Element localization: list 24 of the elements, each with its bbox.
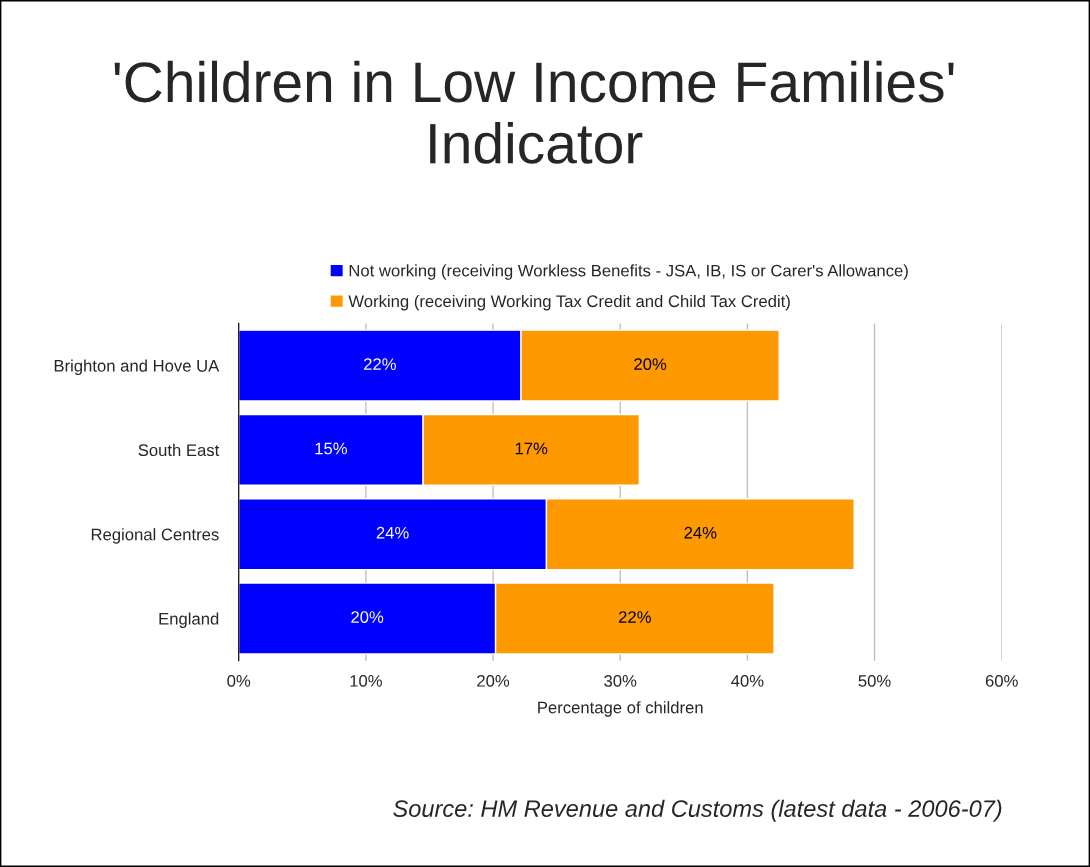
x-tick-label: 60% — [985, 674, 1018, 687]
data-label: 17% — [515, 442, 548, 455]
x-axis-title: Percentage of children — [538, 701, 703, 717]
data-label: 24% — [376, 526, 409, 539]
x-tick-label: 0% — [227, 674, 251, 687]
x-tick-label: 30% — [604, 674, 637, 687]
data-label: 22% — [618, 611, 651, 623]
data-label: 24% — [684, 526, 717, 539]
chart-title: 'Children in Low Income Families' Indicator — [114, 60, 954, 164]
x-tick-label: 20% — [477, 674, 510, 687]
y-tick-label: South East — [138, 443, 220, 457]
y-tick-label: Regional Centres — [91, 528, 219, 544]
x-tick-label: 50% — [858, 674, 891, 687]
legend-label: Not working (receiving Workless Benefits - JSA, IB, IS or Carer's Allowance) — [349, 264, 908, 280]
data-label: 15% — [315, 442, 347, 455]
data-label: 20% — [351, 611, 384, 623]
y-tick-label: Brighton and Hove UA — [54, 359, 220, 376]
data-label: 20% — [634, 358, 667, 371]
x-tick-label: 40% — [731, 674, 764, 687]
y-tick-label: England — [159, 612, 219, 628]
data-label: 22% — [364, 358, 396, 370]
x-tick-label: 10% — [350, 674, 382, 687]
source-note: Source: HM Revenue and Customs (latest data - 2006-07) — [393, 799, 1002, 822]
legend-label: Working (receiving Working Tax Credit and Child Tax Credit) — [348, 294, 790, 311]
